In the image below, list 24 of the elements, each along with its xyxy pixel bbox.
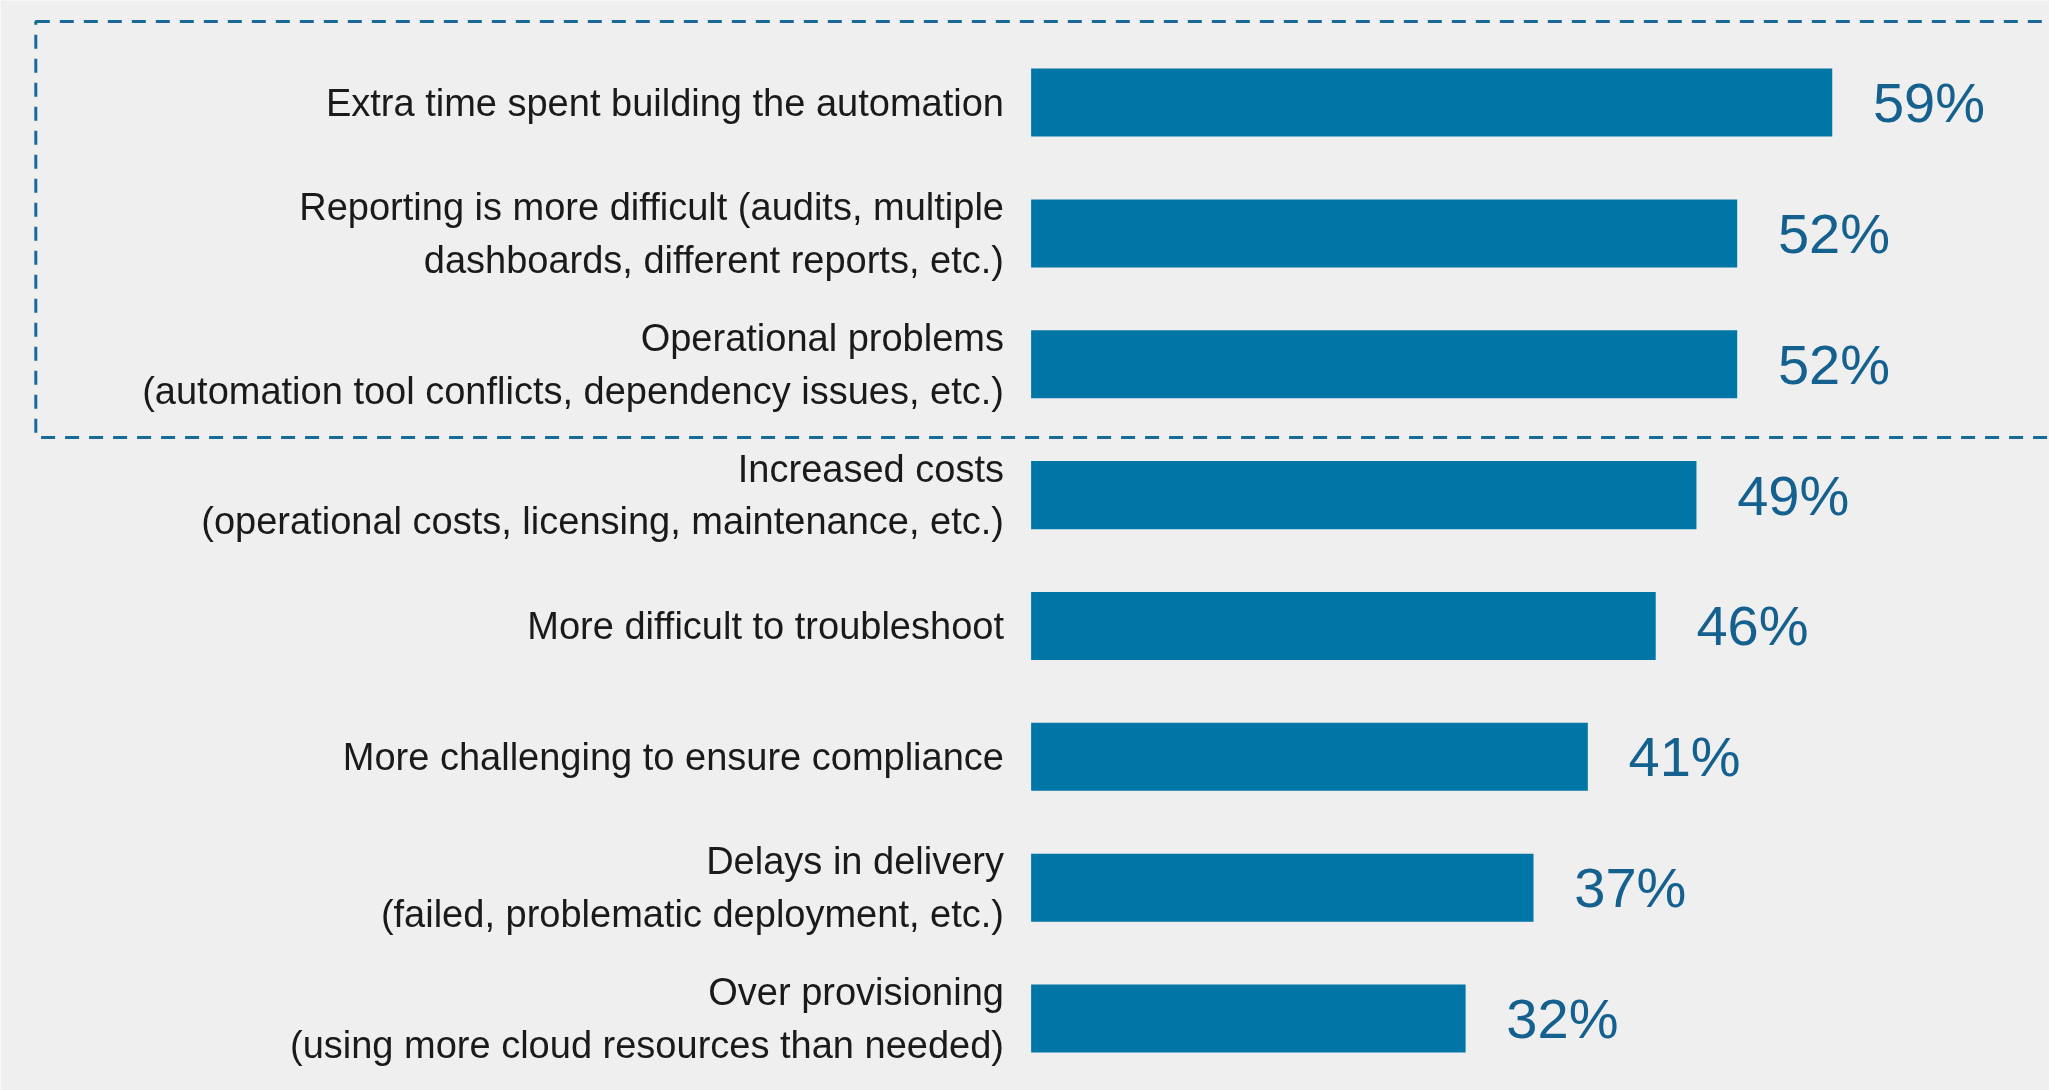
data-label: 41%: [1628, 725, 1741, 789]
data-label: 59%: [1872, 71, 1986, 135]
data-label: 32%: [1506, 987, 1619, 1051]
bar: [1031, 461, 1697, 530]
y-tick-label: Operational problems (automation tool conflicts, dependency issues, etc.): [142, 317, 1004, 412]
bar: [1031, 199, 1738, 268]
y-tick-label: Delays in delivery (failed, problematic deployment, etc.): [380, 840, 1004, 935]
y-tick-label: More difficult to troubleshoot: [527, 604, 1005, 647]
y-tick-label: Increased costs (operational costs, licensing, maintenance, etc.): [201, 447, 1004, 543]
bar: [1031, 591, 1656, 660]
data-label: 52%: [1777, 201, 1891, 265]
bar: [1031, 68, 1833, 137]
y-tick-label: Reporting is more difficult (audits, multiple dashboards, different reports, etc.): [299, 186, 1004, 281]
data-label: 52%: [1777, 332, 1891, 396]
data-label: 46%: [1696, 594, 1809, 658]
data-label: 37%: [1574, 856, 1687, 920]
bar: [1031, 330, 1738, 399]
bar: [1031, 722, 1588, 791]
data-label: 49%: [1737, 463, 1850, 527]
bar: [1031, 984, 1466, 1053]
y-tick-label: Extra time spent building the automation: [325, 81, 1004, 124]
bar: [1031, 853, 1534, 922]
y-tick-label: Over provisioning (using more cloud resources than needed): [289, 971, 1004, 1066]
y-tick-label: More challenging to ensure compliance: [342, 735, 1004, 778]
